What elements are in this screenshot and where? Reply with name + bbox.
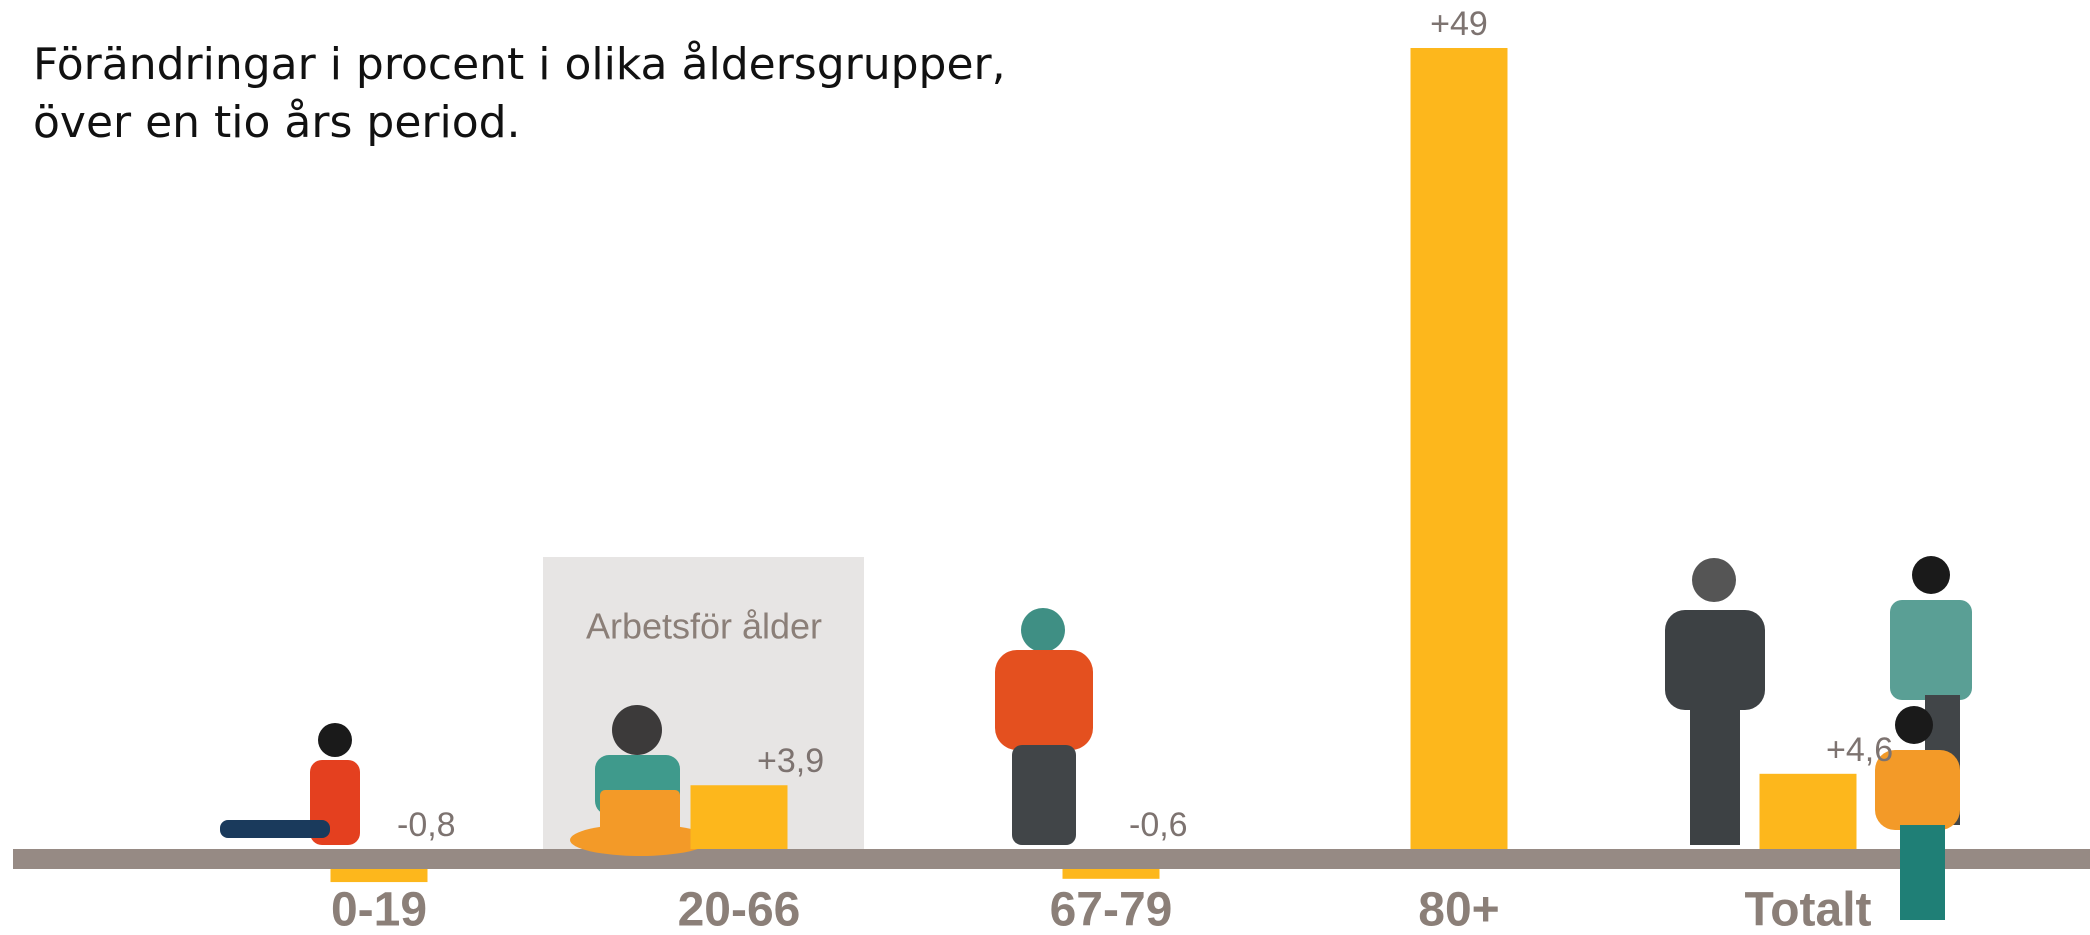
- x-tick-label: 80+: [1418, 884, 1499, 935]
- bar: [1760, 774, 1857, 849]
- bar: [691, 785, 788, 849]
- x-tick-label: 67-79: [1050, 884, 1173, 935]
- value-label: +49: [1430, 5, 1488, 43]
- annotation: Arbetsför ålder: [586, 606, 822, 647]
- baseline: [13, 849, 2090, 869]
- value-label: -0,8: [397, 806, 456, 844]
- value-label: +4,6: [1826, 731, 1893, 769]
- x-tick-label: Totalt: [1744, 884, 1871, 935]
- chart-title: över en tio års period.: [33, 97, 521, 148]
- chart: Arbetsför ålder Förändringar i procent i…: [0, 0, 2090, 935]
- value-label: -0,6: [1129, 806, 1188, 844]
- value-label: +3,9: [757, 742, 824, 780]
- bar: [331, 869, 428, 882]
- chart-title: Förändringar i procent i olika åldersgru…: [33, 39, 1006, 90]
- bar: [1063, 869, 1160, 879]
- x-tick-label: 0-19: [331, 884, 427, 935]
- x-tick-label: 20-66: [678, 884, 801, 935]
- bar: [1411, 48, 1508, 849]
